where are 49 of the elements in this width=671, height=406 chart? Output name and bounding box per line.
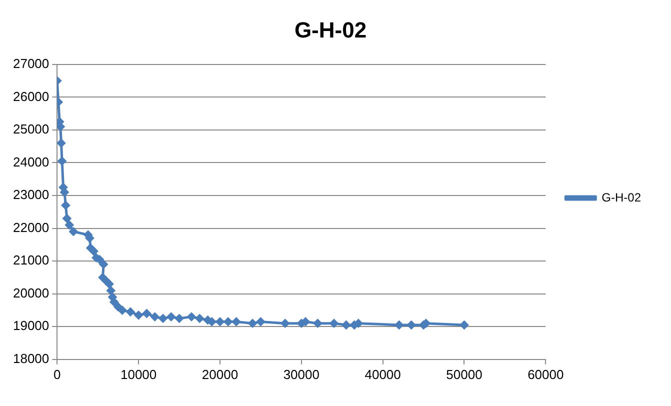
y-tick-label: 27000 <box>12 56 50 71</box>
point <box>62 214 72 223</box>
y-tick-label: 24000 <box>12 154 50 170</box>
point <box>68 227 78 236</box>
point <box>58 156 67 166</box>
point <box>99 260 108 269</box>
point <box>186 312 196 322</box>
x-tick-label: 0 <box>54 366 61 382</box>
point <box>342 320 351 330</box>
point <box>61 200 70 210</box>
point <box>64 220 74 230</box>
x-tick-label: 50000 <box>446 366 482 382</box>
x-tick-label: 10000 <box>120 366 157 382</box>
y-tick-label: 26000 <box>12 88 50 104</box>
y-tick-label: 20000 <box>12 285 50 300</box>
x-tick-label: 40000 <box>364 366 401 382</box>
y-tick-label: 21000 <box>12 252 50 268</box>
point <box>460 320 469 330</box>
point <box>134 310 144 320</box>
point <box>280 318 290 328</box>
point <box>89 246 98 256</box>
point <box>158 314 168 323</box>
point <box>118 306 127 315</box>
point <box>329 318 338 328</box>
chart-title: G-H-02 <box>294 17 367 42</box>
y-tick-label: 23000 <box>12 187 50 202</box>
point <box>394 320 404 330</box>
x-tick-label: 20000 <box>202 366 238 382</box>
point <box>166 312 176 322</box>
point <box>406 320 416 330</box>
y-tick-label: 18000 <box>12 350 50 366</box>
point <box>174 314 184 323</box>
x-tick-label: 60000 <box>528 366 564 382</box>
point <box>256 317 266 326</box>
point <box>313 318 322 328</box>
y-tick-label: 19000 <box>12 318 50 334</box>
point <box>150 312 160 322</box>
point <box>126 307 135 316</box>
legend-label: G-H-02 <box>602 190 642 204</box>
point <box>195 314 204 323</box>
point <box>106 286 116 296</box>
point <box>248 318 258 328</box>
y-tick-label: 25000 <box>12 122 50 137</box>
point <box>232 317 241 326</box>
point <box>110 298 119 307</box>
point <box>142 309 152 318</box>
y-tick-label: 22000 <box>12 220 50 235</box>
x-tick-label: 30000 <box>283 366 320 382</box>
point <box>57 138 66 148</box>
